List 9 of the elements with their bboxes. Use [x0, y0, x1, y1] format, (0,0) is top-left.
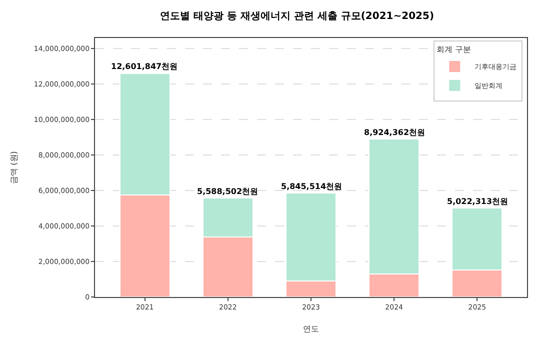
- x-axis-title: 연도: [303, 324, 319, 334]
- annotation: 8,924,362천원: [364, 128, 426, 137]
- legend-title: 회계 구분: [436, 44, 472, 54]
- chart-title: 연도별 태양광 등 재생에너지 관련 세출 규모(2021~2025): [160, 11, 434, 22]
- annotation: 5,588,502천원: [197, 187, 258, 196]
- annotation: 5,845,514천원: [281, 182, 342, 191]
- annotation: 12,601,847천원: [111, 62, 178, 71]
- annotation: 5,022,313천원: [447, 197, 508, 206]
- y-axis-title: 금액 (원): [10, 151, 19, 184]
